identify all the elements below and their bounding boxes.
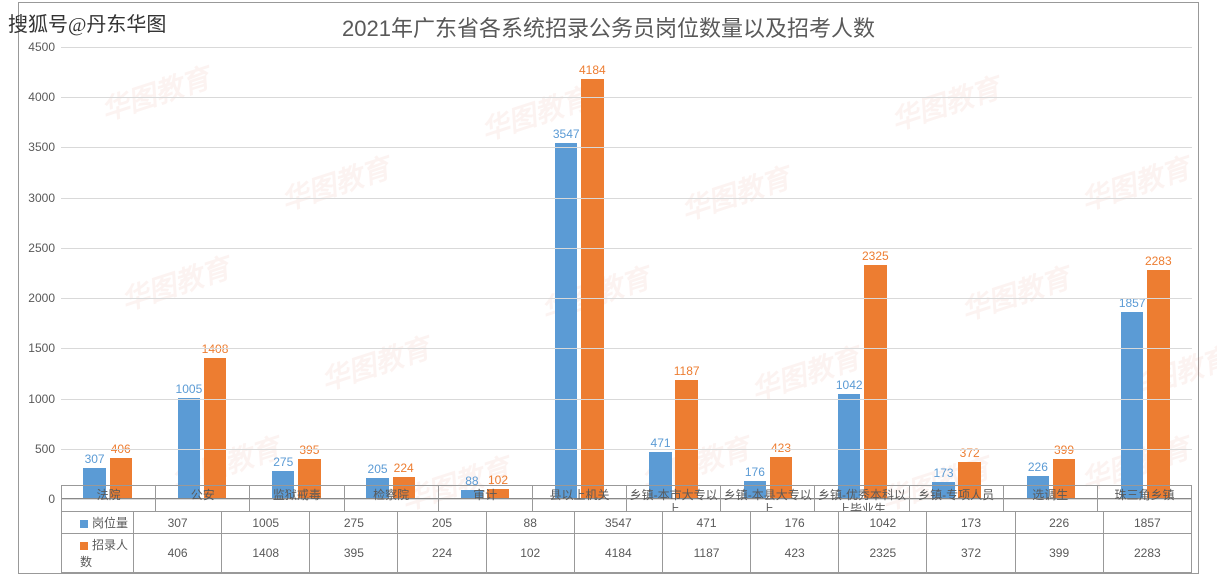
table-cell: 2325 (839, 534, 927, 573)
table-cell: 102 (486, 534, 574, 573)
y-tick-label: 0 (48, 492, 55, 506)
bar-value-label: 1187 (674, 364, 700, 378)
table-cell: 1042 (839, 512, 927, 534)
bar-positions: 1042 (838, 394, 860, 499)
bar-value-label: 2283 (1145, 254, 1172, 268)
category-group: 18572283 (1098, 47, 1192, 499)
bar-value-label: 205 (368, 462, 388, 476)
chart-title: 2021年广东省各系统招录公务员岗位数量以及招考人数 (19, 3, 1198, 49)
grid-line (61, 399, 1192, 400)
table-cell: 372 (927, 534, 1015, 573)
y-tick-label: 4000 (28, 90, 55, 104)
grid-line (61, 97, 1192, 98)
category-group: 275 395 (249, 47, 343, 499)
category-group: 307406 (61, 47, 154, 499)
bar-value-label: 226 (1028, 460, 1048, 474)
y-tick-label: 1000 (28, 392, 55, 406)
bar-value-label: 275 (273, 455, 293, 469)
grid-line (61, 47, 1192, 48)
bar-value-label: 1042 (836, 378, 863, 392)
table-cell: 307 (134, 512, 222, 534)
data-table: 岗位量3071005275205883547471176104217322618… (61, 511, 1192, 573)
grid-line (61, 449, 1192, 450)
legend-cell: 岗位量 (62, 512, 134, 534)
table-cell: 395 (310, 534, 398, 573)
category-group: 35474184 (532, 47, 626, 499)
plot-area: 3074061005140827539520522488102354741844… (61, 47, 1192, 499)
table-cell: 1857 (1103, 512, 1191, 534)
category-group: 205 224 (343, 47, 437, 499)
table-cell: 226 (1015, 512, 1103, 534)
y-tick-label: 4500 (28, 40, 55, 54)
table-cell: 3547 (574, 512, 662, 534)
table-cell: 173 (927, 512, 1015, 534)
bar-value-label: 3547 (553, 127, 580, 141)
bar-value-label: 224 (394, 461, 414, 475)
table-cell: 399 (1015, 534, 1103, 573)
grid-line (61, 348, 1192, 349)
bar-value-label: 176 (745, 465, 765, 479)
y-tick-label: 3000 (28, 191, 55, 205)
category-group: 88102 (437, 47, 531, 499)
table-cell: 1005 (222, 512, 310, 534)
table-cell: 88 (486, 512, 574, 534)
table-cell: 1187 (662, 534, 750, 573)
category-group: 10051408 (154, 47, 248, 499)
bars-layer: 3074061005140827539520522488102354741844… (61, 47, 1192, 499)
bar-recruits: 1408 (204, 358, 226, 499)
chart-container: 2021年广东省各系统招录公务员岗位数量以及招考人数 华图教育华图教育华图教育华… (18, 2, 1199, 574)
legend-swatch (80, 542, 88, 550)
category-group: 471 1187 (626, 47, 720, 499)
grid-line (61, 147, 1192, 148)
bar-positions: 1857 (1121, 312, 1143, 499)
table-cell: 176 (751, 512, 839, 534)
table-cell: 224 (398, 534, 486, 573)
bar-recruits: 4184 (581, 79, 603, 499)
bar-value-label: 2325 (862, 249, 889, 263)
table-row: 招录人数406140839522410241841187423232537239… (62, 534, 1192, 573)
bar-value-label: 372 (960, 446, 980, 460)
table-cell: 423 (751, 534, 839, 573)
table-cell: 406 (134, 534, 222, 573)
table-cell: 275 (310, 512, 398, 534)
category-group: 173 372 (909, 47, 1003, 499)
y-tick-label: 1500 (28, 341, 55, 355)
bar-value-label: 471 (651, 436, 671, 450)
bar-value-label: 1005 (176, 382, 203, 396)
bar-positions: 3547 (555, 143, 577, 499)
bar-value-label: 399 (1054, 443, 1074, 457)
category-group: 226 399 (1003, 47, 1097, 499)
bar-value-label: 395 (299, 443, 319, 457)
grid-line (61, 198, 1192, 199)
y-tick-label: 2000 (28, 291, 55, 305)
category-group: 10422325 (815, 47, 909, 499)
y-tick-label: 2500 (28, 241, 55, 255)
table-cell: 1408 (222, 534, 310, 573)
table-row: 岗位量3071005275205883547471176104217322618… (62, 512, 1192, 534)
table-cell: 205 (398, 512, 486, 534)
y-tick-label: 500 (35, 442, 55, 456)
grid-line (61, 298, 1192, 299)
table-cell: 2283 (1103, 534, 1191, 573)
bar-value-label: 423 (771, 441, 791, 455)
source-watermark: 搜狐号@丹东华图 (8, 8, 166, 37)
bar-value-label: 4184 (579, 63, 606, 77)
y-tick-label: 3500 (28, 140, 55, 154)
bar-recruits: 2283 (1147, 270, 1169, 499)
grid-line (61, 248, 1192, 249)
category-group: 176 423 (720, 47, 814, 499)
bar-value-label: 173 (934, 466, 954, 480)
bar-value-label: 307 (85, 452, 105, 466)
table-cell: 471 (662, 512, 750, 534)
bar-recruits: 2325 (864, 265, 886, 499)
table-cell: 4184 (574, 534, 662, 573)
legend-cell: 招录人数 (62, 534, 134, 573)
legend-swatch (80, 520, 88, 528)
